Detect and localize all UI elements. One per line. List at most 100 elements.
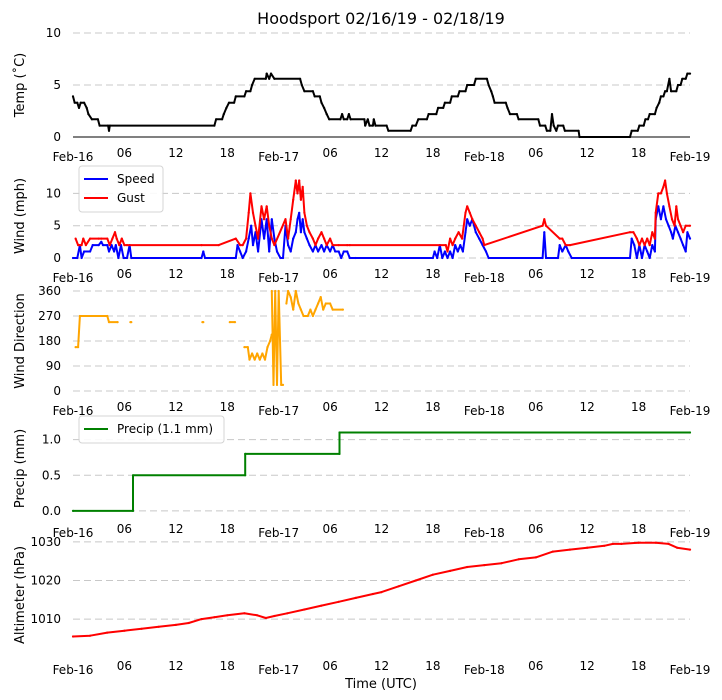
data-point	[662, 185, 665, 188]
data-point	[292, 237, 295, 240]
data-point	[108, 124, 111, 127]
data-point	[264, 77, 267, 80]
data-point	[478, 231, 481, 234]
data-point	[285, 302, 288, 305]
panel-winddir: 0 90 180 270 360 Wind Direction Feb-16 06 12 18 Fe…	[13, 284, 710, 418]
data-point	[688, 431, 692, 434]
data-point	[636, 129, 639, 132]
data-point	[654, 211, 657, 214]
data-point	[433, 250, 436, 253]
data-point	[349, 118, 352, 121]
data-point	[311, 237, 314, 240]
data-point	[266, 346, 269, 349]
data-point	[225, 106, 228, 109]
data-point	[243, 612, 246, 615]
data-point	[464, 211, 467, 214]
data-point	[537, 118, 540, 121]
data-point	[331, 244, 334, 247]
legend-box	[78, 415, 225, 444]
data-point	[664, 90, 667, 93]
data-point	[251, 352, 254, 355]
data-point	[442, 106, 445, 109]
data-point	[657, 192, 660, 195]
data-point	[260, 205, 263, 208]
data-point	[441, 256, 444, 260]
data-point	[646, 237, 649, 240]
data-point	[325, 113, 328, 116]
data-point	[637, 541, 640, 544]
data-point	[640, 256, 644, 260]
data-point	[555, 129, 558, 132]
data-point	[449, 237, 452, 240]
data-point	[334, 250, 337, 253]
data-point	[71, 256, 75, 260]
data-point	[471, 218, 474, 221]
data-point	[508, 113, 512, 116]
data-point	[89, 237, 92, 240]
data-point	[630, 237, 633, 240]
data-point	[246, 346, 249, 349]
data-point	[668, 205, 671, 208]
data-point	[461, 250, 464, 253]
data-point	[249, 90, 252, 93]
x-tick-label: Feb-18	[464, 271, 505, 285]
data-point	[665, 192, 669, 195]
data-point	[281, 256, 285, 260]
y-tick-label: 270	[38, 309, 61, 323]
data-point	[275, 383, 279, 386]
data-point	[314, 244, 317, 247]
data-point	[446, 250, 449, 253]
x-tick-label: Feb-16	[53, 271, 94, 285]
data-point	[241, 256, 244, 260]
data-point	[648, 113, 651, 116]
data-point	[562, 124, 565, 127]
data-point	[483, 244, 486, 247]
data-point	[106, 314, 109, 318]
data-point	[281, 383, 285, 386]
x-tick-label: 06	[117, 400, 132, 414]
data-point	[71, 635, 75, 638]
data-point	[106, 237, 109, 240]
x-tick-label: Feb-17	[258, 526, 299, 540]
data-point	[474, 77, 477, 80]
data-point	[116, 321, 119, 324]
data-point	[263, 237, 266, 240]
data-point	[449, 101, 452, 104]
data-point	[364, 124, 367, 127]
data-point	[682, 244, 685, 247]
x-tick-label: Feb-18	[464, 663, 505, 677]
series-line-speed	[73, 205, 691, 259]
y-tick-label: 0	[53, 130, 61, 144]
data-point	[664, 179, 667, 182]
x-tick-label: 12	[168, 267, 183, 281]
data-point	[570, 256, 573, 260]
data-point	[73, 101, 76, 104]
data-point	[368, 124, 371, 127]
data-point	[213, 124, 216, 127]
data-point	[80, 244, 83, 247]
data-point	[541, 256, 544, 260]
data-point	[301, 218, 304, 221]
data-point	[77, 346, 80, 349]
data-point	[297, 302, 300, 305]
x-tick-label: 12	[580, 659, 595, 673]
data-point	[77, 244, 80, 247]
data-point	[578, 135, 581, 139]
data-point	[628, 231, 632, 234]
data-point	[635, 237, 639, 240]
y-tick-label: 1030	[30, 535, 61, 549]
data-point	[551, 550, 555, 553]
data-point	[670, 218, 674, 221]
data-point	[411, 124, 414, 127]
data-point	[679, 237, 682, 240]
data-point	[269, 339, 272, 343]
data-point	[287, 289, 290, 293]
data-point	[317, 237, 320, 240]
data-point	[303, 90, 306, 93]
data-point	[385, 124, 388, 127]
x-tick-label: Feb-19	[670, 404, 711, 418]
data-point	[338, 452, 341, 455]
data-point	[123, 256, 126, 260]
data-point	[464, 90, 467, 93]
data-point	[443, 101, 446, 104]
